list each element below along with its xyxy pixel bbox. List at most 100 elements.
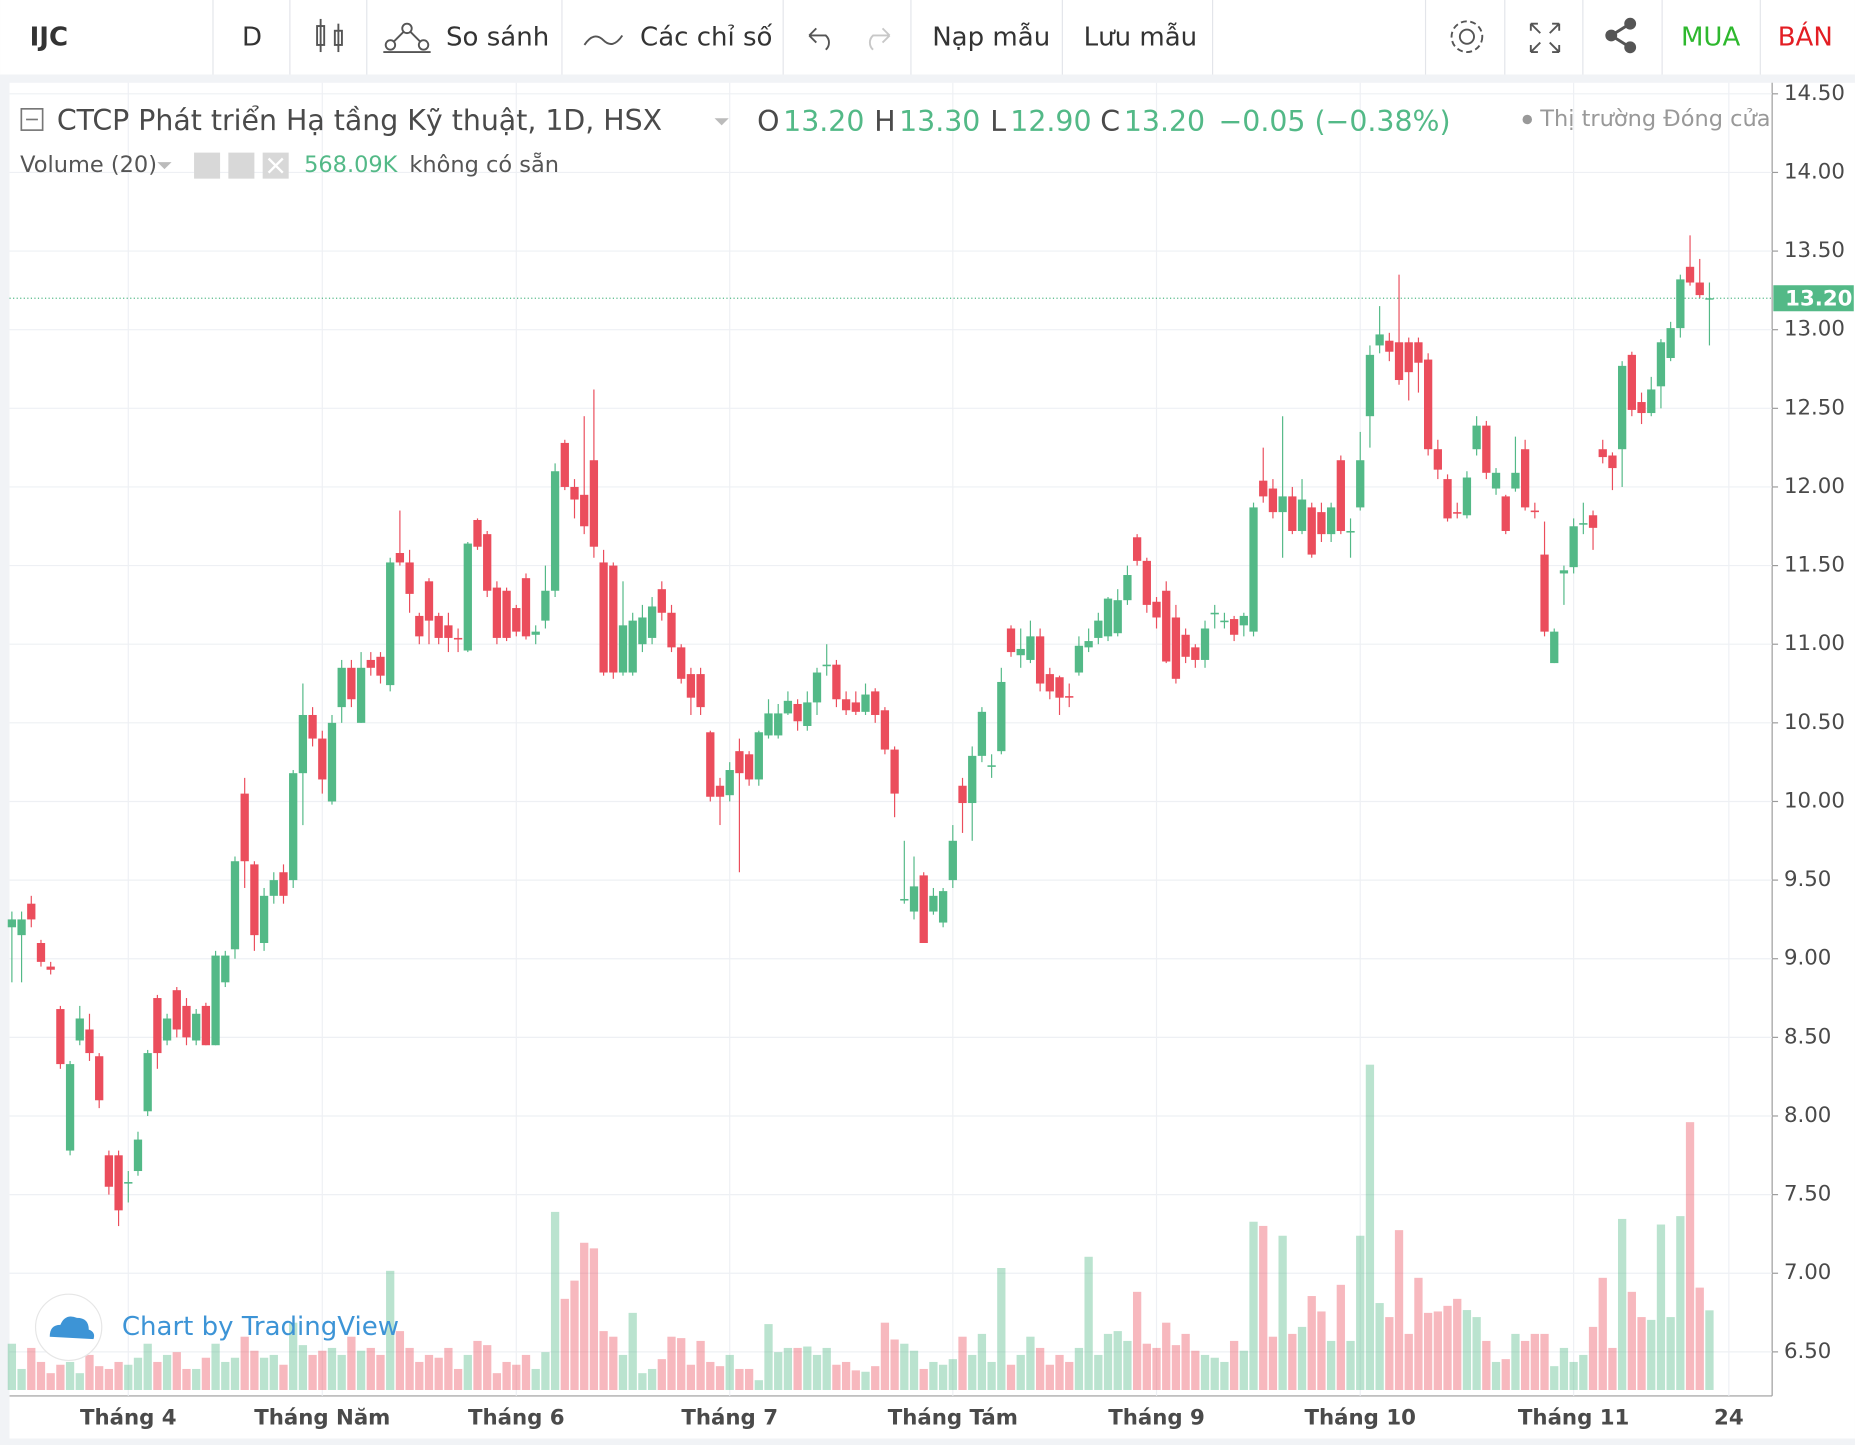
candle-body: [240, 793, 249, 862]
buy-button[interactable]: MUA: [1681, 22, 1740, 52]
candle-body: [308, 714, 317, 739]
candle-body: [1210, 612, 1219, 615]
redo-icon[interactable]: [869, 27, 891, 51]
volume-bar: [609, 1336, 618, 1390]
volume-bar: [589, 1248, 599, 1390]
volume-bar: [580, 1242, 589, 1390]
share-icon[interactable]: [1605, 17, 1637, 54]
candle-body: [483, 534, 492, 591]
volume-bar: [1259, 1225, 1268, 1390]
candle-body: [822, 664, 831, 667]
volume-bar: [1297, 1326, 1307, 1390]
candle-body: [1482, 425, 1491, 473]
grid: [9, 82, 1773, 1396]
legend: CTCP Phát triển Hạ tầng Kỹ thuật, 1D, HS…: [20, 104, 1770, 179]
volume-bar: [1501, 1359, 1510, 1390]
collapse-icon[interactable]: [20, 108, 44, 131]
compare-button[interactable]: So sánh: [446, 22, 549, 52]
volume-bar: [1016, 1354, 1025, 1390]
candle-body: [1414, 342, 1423, 363]
volume-bar: [56, 1364, 65, 1390]
fullscreen-icon[interactable]: [1529, 22, 1561, 53]
volume-bar: [550, 1211, 560, 1390]
volume-bar: [250, 1350, 259, 1390]
candle-body: [1695, 282, 1704, 296]
volume-bar: [1520, 1340, 1530, 1390]
candle-body: [1627, 354, 1636, 410]
last-price-label: 13.20: [1785, 286, 1852, 311]
volume-bar: [1608, 1347, 1617, 1390]
candle-body: [1404, 342, 1413, 373]
volume-bar: [832, 1364, 841, 1390]
volume-bar: [1375, 1303, 1384, 1390]
volume-eye[interactable]: [194, 152, 221, 179]
watermark[interactable]: Chart by TradingView: [34, 1293, 399, 1362]
candle-body: [580, 494, 589, 527]
candle-body: [211, 955, 220, 1046]
indicator-icon[interactable]: [583, 34, 624, 46]
volume-bar: [1685, 1122, 1695, 1390]
toolbar: IJC D So sánh Các chỉ số Nạp mẫu Lưu mẫu…: [0, 0, 1855, 75]
candle-body: [201, 1005, 211, 1046]
volume-bar: [230, 1357, 240, 1390]
volume-bar: [1103, 1333, 1113, 1390]
compare-icon[interactable]: [383, 22, 431, 53]
volume-bar: [65, 1361, 75, 1390]
candle-body: [735, 751, 744, 774]
volume-bar: [133, 1357, 143, 1390]
candle-body: [1569, 526, 1578, 568]
volume-bar: [880, 1322, 890, 1390]
legend-high: 13.30: [899, 105, 980, 138]
volume-bar: [1123, 1340, 1132, 1390]
volume-bar: [1113, 1331, 1122, 1390]
sell-button[interactable]: BÁN: [1778, 20, 1833, 52]
volume-bar: [1385, 1317, 1394, 1390]
volume-bar: [1191, 1350, 1200, 1390]
volume-bar: [104, 1368, 114, 1390]
candle-body: [1501, 496, 1510, 531]
load-button[interactable]: Nạp mẫu: [932, 21, 1050, 52]
volume-bar: [1200, 1354, 1210, 1390]
title-dropdown[interactable]: [714, 118, 729, 126]
x-tick-label: Tháng Năm: [254, 1405, 390, 1430]
candle-body: [774, 713, 783, 736]
volume-name: Volume (20): [20, 152, 157, 178]
save-button[interactable]: Lưu mẫu: [1084, 21, 1198, 52]
y-tick-label: 14.50: [1784, 81, 1845, 106]
candle-body: [318, 738, 327, 780]
volume-bar: [502, 1361, 511, 1390]
candle-body: [1608, 455, 1617, 469]
candle-body: [1423, 359, 1433, 450]
candle-body: [1520, 449, 1530, 508]
volume-bar: [822, 1347, 831, 1390]
symbol[interactable]: IJC: [30, 22, 68, 52]
candle-body: [386, 562, 395, 686]
candle-body: [715, 785, 725, 797]
volume-bar: [1540, 1333, 1549, 1390]
candle-body: [696, 674, 705, 708]
undo-icon[interactable]: [808, 27, 830, 51]
interval[interactable]: D: [242, 22, 262, 52]
volume-bar: [327, 1347, 337, 1390]
candle-body: [1462, 477, 1472, 516]
volume-dropdown[interactable]: [157, 162, 172, 170]
candle-body: [1588, 515, 1598, 528]
candle-body: [434, 615, 443, 638]
candle-body: [1307, 507, 1316, 555]
candle-body: [473, 519, 482, 547]
volume-bar: [1579, 1354, 1588, 1390]
volume-bar: [289, 1322, 298, 1390]
candle-icon[interactable]: [316, 18, 343, 53]
volume-bar: [1162, 1322, 1171, 1390]
volume-bar: [85, 1354, 94, 1390]
candle-body: [36, 943, 46, 962]
candle-body: [1191, 647, 1200, 660]
candle-body: [609, 565, 618, 673]
volume-bar: [1627, 1291, 1636, 1390]
candle-body: [27, 903, 36, 920]
settings-icon[interactable]: [1450, 20, 1484, 53]
volume-bar: [1336, 1284, 1345, 1390]
indicators-button[interactable]: Các chỉ số: [640, 22, 773, 52]
volume-settings[interactable]: [228, 152, 255, 179]
legend-o-key: O: [757, 105, 779, 138]
